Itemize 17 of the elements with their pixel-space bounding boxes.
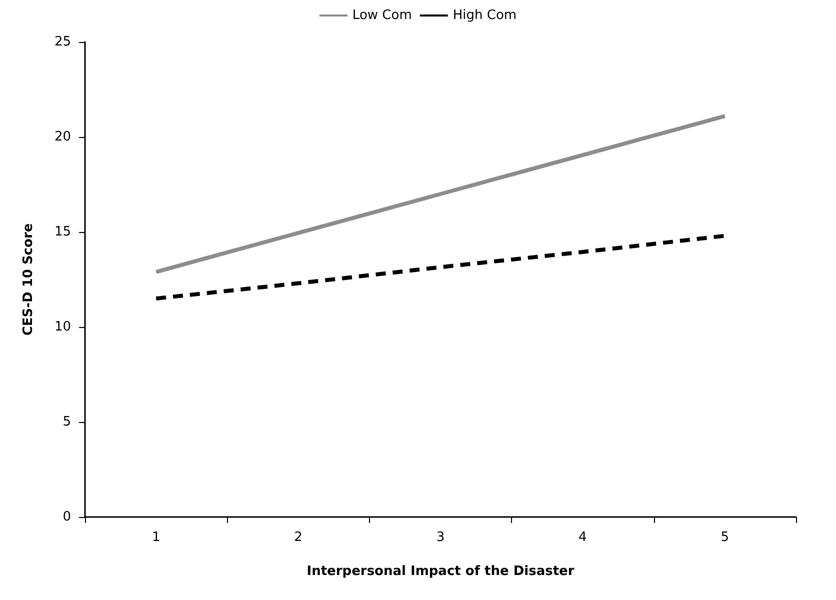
y-tick-label: 15 — [54, 224, 71, 240]
y-tick-label: 0 — [62, 510, 71, 524]
x-tick-label: 3 — [436, 530, 445, 545]
legend-label: High Com — [452, 8, 517, 23]
line-series — [154, 114, 727, 274]
x-tick-label: 1 — [152, 530, 160, 545]
x-axis-title: Interpersonal Impact of the Disaster — [306, 564, 575, 579]
y-axis-title: CES-D 10 Score — [21, 223, 36, 336]
y-tick-label: 20 — [54, 130, 71, 144]
legend-label: Low Com — [352, 8, 412, 23]
x-tick-label: 5 — [720, 530, 730, 545]
y-tick-label: 10 — [54, 320, 71, 334]
y-tick-label: 25 — [54, 34, 71, 50]
x-tick-label: 4 — [578, 530, 587, 545]
y-tick-label: 5 — [62, 414, 71, 430]
x-tick-label: 2 — [294, 530, 302, 545]
line-series — [154, 234, 727, 300]
